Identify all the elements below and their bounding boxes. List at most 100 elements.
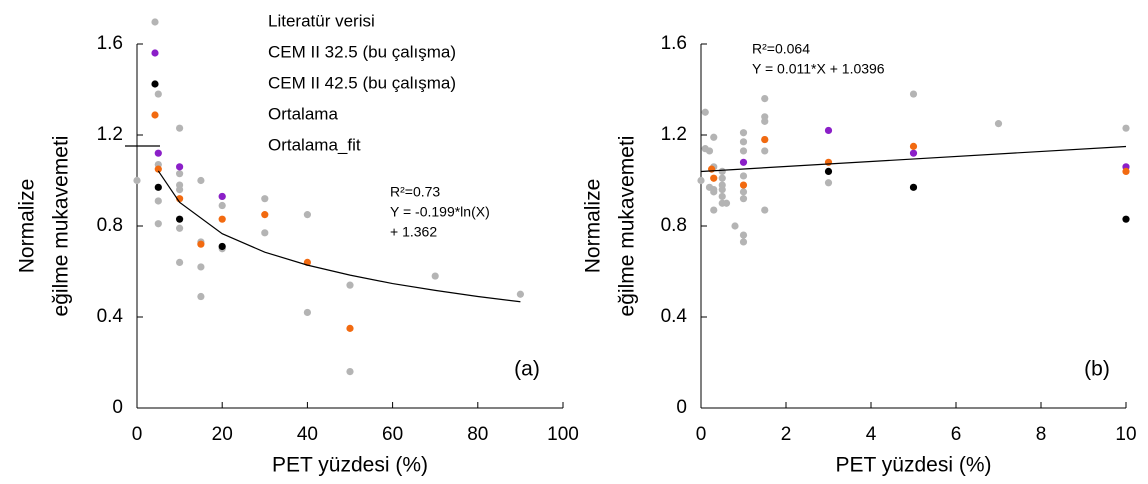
- data-point: [710, 206, 718, 214]
- data-point: [176, 170, 184, 178]
- data-point: [909, 149, 918, 157]
- y-tick-label: 1.2: [97, 124, 123, 145]
- data-point: [739, 238, 748, 246]
- data-point: [303, 211, 311, 219]
- x-tick-label: 20: [212, 424, 233, 445]
- data-point: [739, 195, 748, 203]
- data-point: [154, 149, 162, 157]
- data-point: [710, 174, 718, 182]
- y-axis-title: eğilme mukavemeti: [50, 136, 73, 317]
- data-point: [346, 281, 354, 289]
- data-point: [824, 126, 833, 135]
- y-tick-label: 0.4: [661, 306, 688, 327]
- data-point: [761, 206, 769, 214]
- y-axis-title: Normalize: [16, 179, 39, 274]
- data-point: [176, 215, 184, 223]
- data-point: [739, 181, 748, 189]
- data-point: [761, 147, 769, 155]
- x-tick-label: 2: [781, 424, 792, 445]
- y-tick-label: 0: [676, 397, 687, 418]
- data-point: [718, 192, 726, 201]
- data-point: [739, 138, 748, 146]
- data-point: [824, 158, 833, 166]
- x-axis-title: PET yüzdesi (%): [272, 454, 428, 477]
- data-point: [705, 147, 714, 155]
- legend-label: CEM II 42.5 (bu çalışma): [268, 73, 456, 92]
- data-point: [739, 172, 748, 180]
- data-point: [739, 231, 748, 239]
- legend-label: Ortalama_fit: [268, 135, 361, 154]
- legend-marker: [151, 49, 159, 57]
- x-tick-label: 100: [547, 424, 579, 445]
- fit-annotation: R²=0.73: [390, 184, 440, 200]
- data-point: [176, 186, 184, 194]
- data-point: [261, 195, 269, 203]
- data-point: [701, 108, 709, 116]
- data-point: [176, 163, 184, 171]
- data-point: [697, 176, 705, 185]
- data-point: [739, 188, 748, 196]
- data-point: [516, 290, 525, 298]
- data-point: [154, 220, 162, 228]
- fit-annotation: + 1.362: [390, 224, 437, 240]
- data-point: [154, 197, 162, 205]
- data-point: [761, 95, 769, 103]
- x-tick-label: 6: [951, 424, 962, 445]
- data-point: [909, 90, 918, 98]
- y-tick-label: 0.8: [97, 215, 123, 236]
- y-tick-label: 1.6: [661, 33, 687, 54]
- data-point: [133, 176, 141, 185]
- data-point: [761, 135, 769, 144]
- data-point: [710, 133, 718, 141]
- data-point: [909, 142, 918, 150]
- data-point: [154, 183, 162, 191]
- x-tick-label: 4: [866, 424, 877, 445]
- data-point: [303, 308, 311, 317]
- data-point: [431, 272, 439, 280]
- legend-marker: [151, 80, 159, 88]
- fit-line: [157, 170, 521, 303]
- chart-panel: 0 0.4 0.8 1.2 1.6 0 20 40 60 80 100 PET yüzdesi (%)…: [16, 11, 579, 476]
- data-point: [731, 222, 739, 230]
- data-point: [718, 174, 726, 182]
- data-point: [261, 211, 269, 219]
- panel-label: (b): [1084, 358, 1110, 381]
- data-point: [739, 129, 748, 137]
- x-tick-label: 40: [297, 424, 318, 445]
- data-point: [824, 179, 833, 187]
- data-point: [1122, 167, 1130, 175]
- data-point: [739, 158, 748, 166]
- data-point: [718, 186, 726, 194]
- fit-line: [700, 145, 1127, 173]
- x-tick-label: 0: [696, 424, 707, 445]
- data-point: [197, 176, 205, 185]
- data-point: [722, 199, 731, 207]
- data-point: [739, 147, 748, 155]
- data-point: [176, 258, 184, 266]
- data-point: [909, 183, 918, 191]
- panel-label: (a): [514, 358, 540, 381]
- data-point: [176, 124, 184, 132]
- data-point: [261, 229, 269, 237]
- legend-label: Ortalama: [268, 104, 338, 123]
- x-tick-label: 60: [382, 424, 403, 445]
- data-point: [1122, 124, 1130, 132]
- y-tick-label: 0.8: [661, 215, 687, 236]
- y-tick-label: 0: [112, 397, 123, 418]
- data-point: [154, 90, 162, 98]
- y-tick-label: 1.6: [97, 33, 123, 54]
- data-point: [708, 165, 716, 173]
- x-tick-label: 8: [1036, 424, 1047, 445]
- data-point: [218, 215, 226, 223]
- y-axis-title: Normalize: [582, 179, 605, 274]
- data-point: [176, 224, 184, 232]
- data-point: [718, 167, 726, 175]
- fit-annotation: Y = -0.199*ln(X): [390, 204, 490, 220]
- legend-label: Literatür verisi: [268, 11, 375, 30]
- data-point: [346, 368, 354, 376]
- x-tick-label: 0: [132, 424, 143, 445]
- data-point: [197, 240, 205, 248]
- data-point: [1122, 215, 1130, 223]
- x-axis-title: PET yüzdesi (%): [836, 454, 992, 477]
